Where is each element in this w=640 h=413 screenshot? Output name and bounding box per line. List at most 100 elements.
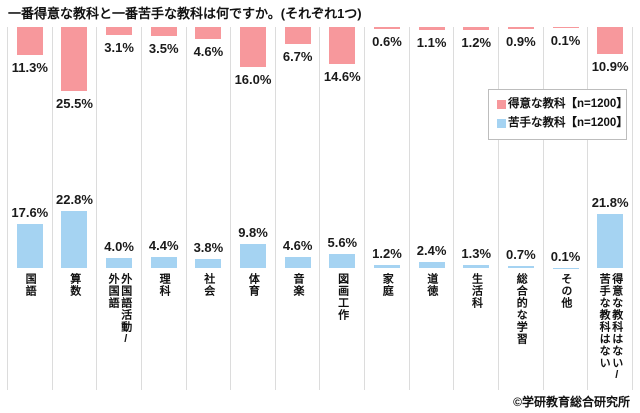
weak-subject-bar [463, 264, 490, 268]
strong-subject-bar [463, 27, 490, 30]
category-label: 理科 [142, 273, 186, 297]
strong-subject-bar [61, 27, 88, 91]
weak-subject-bar [329, 254, 356, 268]
weak-subject-value: 1.2% [372, 246, 402, 261]
category-label-text: 生活科 [470, 273, 483, 309]
category-column: 1.1% 2.4% 道徳 [410, 27, 455, 390]
strong-subject-value: 16.0% [234, 72, 272, 87]
category-label-text: 算数 [68, 273, 81, 297]
weak-subject-value: 5.6% [327, 235, 358, 250]
weak-subject-bar [195, 258, 222, 268]
weak-subject-value: 1.3% [461, 245, 492, 261]
strong-subject-bar [329, 27, 356, 64]
weak-subject-bar [284, 256, 311, 268]
category-label-text: その他 [559, 273, 572, 309]
category-label-text: 道徳 [425, 273, 438, 297]
strong-subject-bar [150, 27, 177, 36]
category-label: 総合的な学習 [499, 273, 543, 345]
strong-subject-value: 11.3% [11, 60, 48, 76]
category-label: 外国語活動/外国語 [97, 273, 141, 346]
legend-label: 苦手な教科【n=1200】 [508, 116, 628, 129]
category-label-text: 社会 [202, 273, 215, 297]
strong-subject-bar [240, 27, 267, 67]
strong-subject-swatch-icon [497, 100, 506, 110]
strong-subject-bar [106, 27, 133, 35]
weak-subject-value: 2.4% [416, 243, 447, 258]
strong-subject-bar [597, 27, 624, 55]
category-column: 14.6% 5.6% 図画工作 [320, 27, 366, 390]
category-label: その他 [544, 273, 588, 309]
category-label: 家庭 [365, 273, 409, 297]
category-label: 算数 [53, 273, 97, 297]
category-label: 生活科 [454, 273, 498, 309]
category-label-text: 図画工作 [336, 273, 349, 321]
weak-subject-bar [418, 262, 445, 268]
strong-subject-bar [552, 27, 579, 28]
strong-subject-value: 0.9% [506, 34, 536, 50]
category-label: 体育 [231, 273, 275, 297]
category-label: 社会 [187, 273, 231, 297]
strong-subject-value: 14.6% [323, 68, 361, 84]
weak-subject-bar [507, 266, 534, 268]
weak-subject-value: 4.0% [104, 239, 134, 254]
strong-subject-bar [418, 27, 445, 30]
weak-subject-value: 0.7% [506, 247, 536, 263]
category-column: 0.9% 0.7% 総合的な学習 [499, 27, 544, 390]
strong-subject-bar [16, 27, 43, 56]
weak-subject-bar [240, 243, 267, 268]
category-column: 10.9% 21.8% 得意な教科はない/苦手な教科はない [588, 27, 633, 390]
strong-subject-value: 3.5% [148, 40, 179, 56]
category-label: 国語 [8, 273, 52, 297]
strong-subject-value: 0.1% [550, 32, 581, 48]
category-label-text: 体育 [247, 273, 260, 297]
weak-subject-bar [552, 267, 579, 268]
category-column: 1.2% 1.3% 生活科 [454, 27, 500, 390]
weak-subject-value: 17.6% [11, 205, 49, 220]
category-label: 音楽 [276, 273, 320, 297]
category-column: 25.5% 22.8% 算数 [53, 27, 98, 390]
category-label-text: 理科 [158, 273, 171, 297]
strong-subject-bar [507, 27, 534, 30]
category-column: 11.3% 17.6% 国語 [8, 27, 53, 390]
strong-subject-value: 0.6% [372, 33, 402, 49]
category-label-text: 外国語活動/外国語 [107, 273, 132, 346]
weak-subject-value: 22.8% [56, 192, 93, 207]
category-column: 16.0% 9.8% 体育 [231, 27, 276, 390]
weak-subject-bar [373, 265, 400, 268]
chart-title: 一番得意な教科と一番苦手な教科は何ですか。(それぞれ1つ) [8, 6, 362, 21]
weak-subject-bar [597, 213, 624, 268]
category-column: 0.1% 0.1% その他 [544, 27, 589, 390]
strong-subject-value: 10.9% [591, 59, 629, 75]
weak-subject-value: 4.6% [282, 237, 313, 253]
legend-label: 得意な教科【n=1200】 [508, 98, 628, 110]
bar-chart: 11.3% 17.6% 国語 25.5% 22.8% 算数 3.1% 4.0% 外国語活動/外国… [7, 27, 633, 390]
weak-subject-value: 4.4% [148, 238, 179, 253]
legend-item-weak-subject: 苦手な教科【n=1200】 [497, 117, 628, 131]
strong-subject-value: 6.7% [282, 48, 313, 64]
legend: 得意な教科【n=1200】 苦手な教科【n=1200】 [488, 89, 628, 140]
weak-subject-bar [16, 224, 43, 268]
category-column: 6.7% 4.6% 音楽 [276, 27, 321, 390]
weak-subject-value: 3.8% [193, 239, 224, 255]
category-label-text: 国語 [24, 273, 37, 297]
copyright-notice: ©学研教育総合研究所 [513, 395, 630, 409]
weak-subject-bar [106, 258, 133, 268]
strong-subject-bar [195, 27, 222, 39]
category-label-text: 家庭 [381, 273, 394, 297]
category-column: 3.5% 4.4% 理科 [142, 27, 187, 390]
strong-subject-value: 3.1% [104, 39, 134, 55]
strong-subject-bar [373, 27, 400, 29]
weak-subject-bar [61, 211, 88, 268]
strong-subject-value: 1.2% [461, 35, 492, 50]
strong-subject-bar [284, 27, 311, 44]
category-label: 道徳 [410, 273, 454, 297]
weak-subject-bar [150, 257, 177, 268]
category-column: 4.6% 3.8% 社会 [187, 27, 232, 390]
strong-subject-value: 25.5% [56, 95, 93, 111]
category-label: 得意な教科はない/苦手な教科はない [588, 273, 632, 382]
category-label-text: 総合的な学習 [515, 273, 528, 345]
weak-subject-value: 0.1% [550, 248, 581, 264]
legend-item-strong-subject: 得意な教科【n=1200】 [497, 98, 628, 112]
category-label-text: 得意な教科はない/苦手な教科はない [598, 273, 623, 382]
